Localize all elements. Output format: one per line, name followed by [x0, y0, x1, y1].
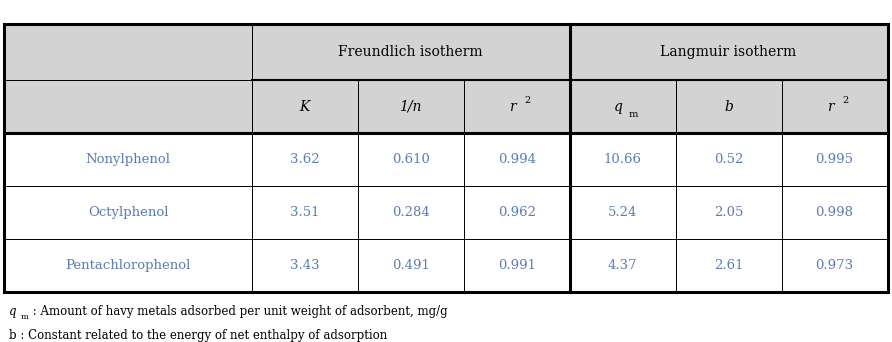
Text: Octylphenol: Octylphenol	[87, 206, 169, 220]
Text: 0.994: 0.994	[498, 153, 536, 167]
Bar	[252, 80, 358, 133]
Text: 0.284: 0.284	[392, 206, 430, 220]
Bar	[570, 186, 675, 239]
Bar	[358, 239, 464, 292]
Text: q: q	[9, 305, 16, 318]
Bar	[570, 239, 675, 292]
Bar	[675, 133, 781, 186]
Bar	[464, 133, 570, 186]
Text: 0.998: 0.998	[815, 206, 854, 220]
Text: 3.62: 3.62	[290, 153, 319, 167]
Text: 10.66: 10.66	[604, 153, 641, 167]
Text: 0.962: 0.962	[498, 206, 536, 220]
Text: 3.43: 3.43	[290, 259, 319, 273]
Text: 4.37: 4.37	[607, 259, 638, 273]
Text: 2.61: 2.61	[714, 259, 743, 273]
Text: q: q	[614, 100, 623, 114]
Bar	[252, 186, 358, 239]
Bar	[4, 80, 252, 133]
Bar	[570, 133, 675, 186]
Bar	[781, 133, 888, 186]
Bar	[4, 133, 252, 186]
Bar	[570, 24, 888, 80]
Text: r: r	[827, 100, 833, 114]
Bar	[570, 80, 675, 133]
Bar	[4, 186, 252, 239]
Bar	[4, 24, 252, 80]
Text: 0.973: 0.973	[815, 259, 854, 273]
Text: 0.995: 0.995	[815, 153, 854, 167]
Text: 0.991: 0.991	[498, 259, 536, 273]
Text: m: m	[21, 313, 29, 321]
Bar	[358, 186, 464, 239]
Bar	[252, 24, 570, 80]
Bar	[781, 80, 888, 133]
Text: 2.05: 2.05	[714, 206, 743, 220]
Text: r: r	[508, 100, 516, 114]
Bar	[252, 133, 358, 186]
Bar	[781, 239, 888, 292]
Text: Pentachlorophenol: Pentachlorophenol	[65, 259, 191, 273]
Text: 2: 2	[524, 95, 531, 105]
Bar	[781, 186, 888, 239]
Text: Freundlich isotherm: Freundlich isotherm	[338, 45, 483, 59]
Bar	[464, 186, 570, 239]
Bar	[675, 80, 781, 133]
Bar	[675, 186, 781, 239]
Text: 0.491: 0.491	[392, 259, 430, 273]
Text: 5.24: 5.24	[608, 206, 637, 220]
Bar	[464, 239, 570, 292]
Bar	[4, 24, 888, 292]
Text: m: m	[629, 110, 638, 119]
Text: : Amount of havy metals adsorbed per unit weight of adsorbent, mg/g: : Amount of havy metals adsorbed per uni…	[29, 305, 448, 318]
Text: 3.51: 3.51	[290, 206, 319, 220]
Bar	[675, 239, 781, 292]
Text: b : Constant related to the energy of net enthalpy of adsorption: b : Constant related to the energy of ne…	[9, 329, 387, 342]
Bar	[4, 239, 252, 292]
Text: K: K	[300, 100, 310, 114]
Bar	[358, 133, 464, 186]
Bar	[252, 239, 358, 292]
Text: 0.52: 0.52	[714, 153, 743, 167]
Text: 2: 2	[842, 95, 848, 105]
Bar	[464, 80, 570, 133]
Text: 0.610: 0.610	[392, 153, 430, 167]
Text: b: b	[724, 100, 733, 114]
Text: Langmuir isotherm: Langmuir isotherm	[660, 45, 797, 59]
Text: 1/n: 1/n	[400, 100, 422, 114]
Text: Nonylphenol: Nonylphenol	[86, 153, 170, 167]
Bar	[358, 80, 464, 133]
